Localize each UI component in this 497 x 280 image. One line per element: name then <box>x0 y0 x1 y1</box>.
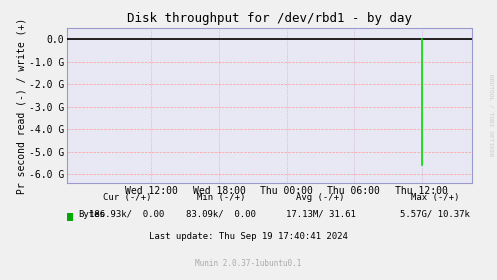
Text: 83.09k/  0.00: 83.09k/ 0.00 <box>186 210 256 219</box>
Text: 5.57G/ 10.37k: 5.57G/ 10.37k <box>400 210 470 219</box>
Text: Last update: Thu Sep 19 17:40:41 2024: Last update: Thu Sep 19 17:40:41 2024 <box>149 232 348 241</box>
Text: Avg (-/+): Avg (-/+) <box>296 193 345 202</box>
Text: RRDTOOL / TOBI OETIKER: RRDTOOL / TOBI OETIKER <box>489 74 494 156</box>
Text: Max (-/+): Max (-/+) <box>411 193 459 202</box>
Y-axis label: Pr second read (-) / write (+): Pr second read (-) / write (+) <box>16 18 26 194</box>
Title: Disk throughput for /dev/rbd1 - by day: Disk throughput for /dev/rbd1 - by day <box>127 12 412 25</box>
Text: Min (-/+): Min (-/+) <box>197 193 246 202</box>
Text: Munin 2.0.37-1ubuntu0.1: Munin 2.0.37-1ubuntu0.1 <box>195 259 302 268</box>
Text: 186.93k/  0.00: 186.93k/ 0.00 <box>89 210 165 219</box>
Text: 17.13M/ 31.61: 17.13M/ 31.61 <box>286 210 355 219</box>
Text: Cur (-/+): Cur (-/+) <box>102 193 151 202</box>
Text: Bytes: Bytes <box>79 210 105 219</box>
